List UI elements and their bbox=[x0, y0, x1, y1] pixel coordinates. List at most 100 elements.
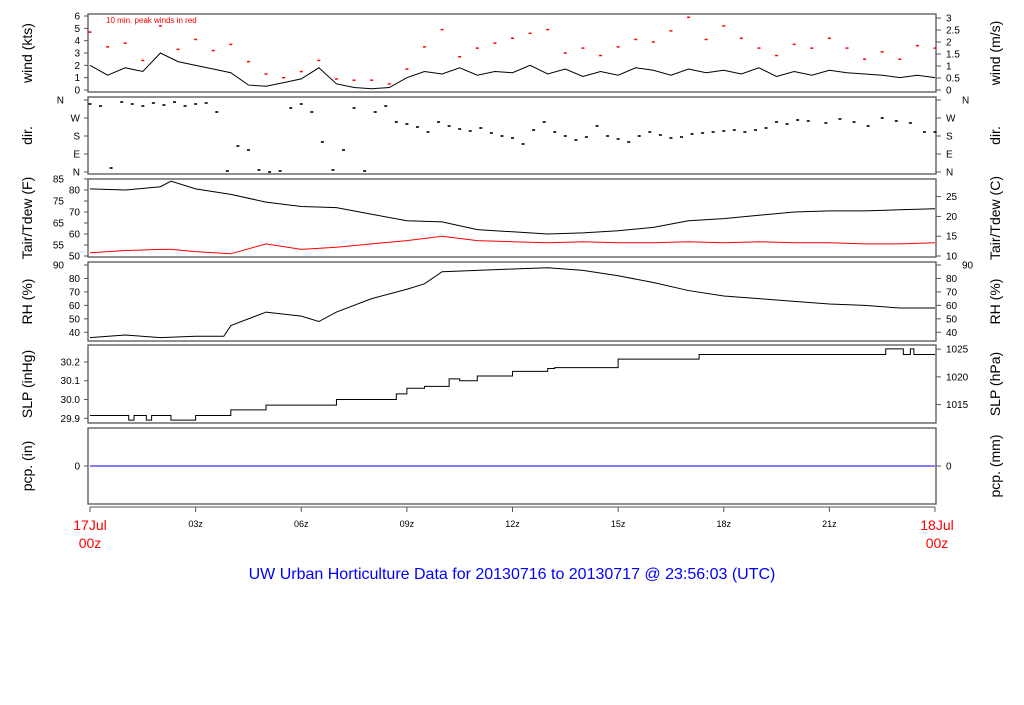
rh-ytick-right-label: 80 bbox=[946, 274, 958, 285]
slp-ylabel-right: SLP (hPa) bbox=[987, 352, 1003, 416]
temp-ytick-right-label: 25 bbox=[946, 192, 958, 203]
wind-peak-mark bbox=[581, 47, 585, 49]
dir-panel-frame bbox=[87, 96, 937, 175]
wind-panel-frame bbox=[87, 13, 937, 93]
x-tick-label: 18z bbox=[716, 519, 731, 529]
dir-point bbox=[458, 128, 462, 130]
wind-peak-mark bbox=[634, 38, 638, 41]
dir-point bbox=[310, 111, 314, 113]
temp-ytick-label: 55 bbox=[53, 241, 65, 252]
wind-peak-mark bbox=[458, 56, 462, 58]
wind-peak-mark bbox=[211, 49, 215, 52]
dir-point bbox=[384, 105, 388, 107]
pcp-ylabel: pcp. (in) bbox=[19, 441, 35, 492]
x-tick-label: 09z bbox=[400, 519, 415, 529]
dir-point bbox=[405, 123, 409, 125]
dir-point bbox=[289, 107, 293, 109]
wind-ytick-label: 0 bbox=[74, 86, 80, 97]
slp-ytick-right-label: 1025 bbox=[946, 345, 969, 356]
wind-peak-mark bbox=[511, 37, 514, 39]
dir-point bbox=[542, 121, 546, 123]
tair-line bbox=[89, 180, 936, 235]
dir-point bbox=[743, 131, 747, 133]
rh-ytick-label: 40 bbox=[69, 328, 81, 339]
wind-peak-mark bbox=[915, 44, 919, 47]
wind-peak-mark bbox=[299, 70, 303, 73]
wind-peak-mark bbox=[352, 79, 356, 81]
wind-ytick-label: 2 bbox=[74, 61, 80, 72]
temp-ytick-label: 80 bbox=[69, 186, 81, 197]
slp-ylabel: SLP (inHg) bbox=[19, 350, 35, 418]
rh-ytick-label: 50 bbox=[69, 314, 81, 325]
wind-annotation: 10 min. peak winds in red bbox=[106, 16, 197, 25]
dir-point bbox=[852, 121, 856, 123]
wind-peak-mark bbox=[317, 59, 321, 62]
rh-ytick-label: 60 bbox=[69, 301, 81, 312]
temp-ytick-right-label: 15 bbox=[946, 232, 958, 243]
dir-point bbox=[173, 101, 176, 103]
wind-peak-mark bbox=[739, 37, 743, 39]
wind-peak-mark bbox=[845, 47, 849, 49]
dir-point bbox=[595, 125, 599, 127]
wind-peak-mark bbox=[158, 25, 162, 27]
dir-point bbox=[99, 105, 103, 107]
dir-point bbox=[880, 117, 884, 119]
dir-ytick-right-label: S bbox=[946, 132, 953, 143]
temp-ytick-label: 60 bbox=[69, 230, 81, 241]
dir-ytick-label: S bbox=[73, 132, 80, 143]
wind-ylabel-right: wind (m/s) bbox=[987, 21, 1003, 87]
wind-speed-line bbox=[89, 52, 936, 90]
dir-point bbox=[933, 131, 937, 133]
wind-peak-mark bbox=[141, 59, 145, 62]
dir-point bbox=[732, 129, 736, 131]
wind-peak-mark bbox=[123, 42, 127, 44]
dir-point bbox=[437, 121, 441, 123]
dir-point bbox=[866, 125, 870, 127]
temp-ylabel-right: Tair/Tdew (C) bbox=[987, 176, 1003, 260]
dir-ytick-right-label: E bbox=[946, 150, 953, 161]
dir-point bbox=[922, 131, 926, 133]
dir-point bbox=[479, 127, 483, 129]
dir-point bbox=[680, 136, 683, 138]
dir-point bbox=[606, 135, 610, 137]
wind-ytick-right-label: 2.5 bbox=[946, 26, 960, 37]
x-start-label: 17Jul bbox=[73, 517, 106, 533]
rh-panel-frame bbox=[87, 261, 937, 342]
dir-ylabel-right: dir. bbox=[987, 126, 1003, 145]
temp-ytick-label: 65 bbox=[53, 219, 65, 230]
rh-ylabel: RH (%) bbox=[19, 279, 35, 325]
pcp-ytick-label: 0 bbox=[74, 462, 80, 473]
dir-ytick-right-label: N bbox=[946, 168, 953, 179]
dir-point bbox=[690, 133, 694, 135]
wind-peak-mark bbox=[880, 51, 884, 53]
wind-peak-mark bbox=[722, 25, 726, 27]
dir-point bbox=[320, 141, 324, 143]
dir-point bbox=[669, 137, 673, 139]
dir-point bbox=[824, 122, 828, 124]
rh-ytick-right-label: 70 bbox=[946, 287, 958, 298]
dir-point bbox=[88, 103, 92, 105]
dir-point bbox=[299, 103, 303, 105]
dir-point bbox=[521, 143, 525, 145]
dir-point bbox=[373, 111, 377, 113]
slp-ytick-label: 30.0 bbox=[61, 395, 81, 406]
dir-point bbox=[268, 171, 272, 173]
dir-point bbox=[426, 131, 430, 133]
dir-point bbox=[109, 167, 113, 169]
dir-point bbox=[194, 103, 198, 105]
dir-point bbox=[648, 131, 652, 133]
dir-point bbox=[511, 137, 514, 139]
dir-point bbox=[838, 118, 842, 120]
dir-point bbox=[764, 127, 768, 129]
rh-ytick-right-label: 40 bbox=[946, 328, 958, 339]
rh-ytick-right-label: 50 bbox=[946, 314, 958, 325]
dir-point bbox=[352, 107, 356, 109]
dir-ytick-label: N bbox=[73, 168, 80, 179]
pcp-ytick-right-label: 0 bbox=[946, 462, 952, 473]
slp-ytick-label: 30.1 bbox=[61, 376, 81, 387]
wind-peak-mark bbox=[246, 60, 250, 63]
temp-ylabel: Tair/Tdew (F) bbox=[19, 177, 35, 259]
wind-ytick-right-label: 3 bbox=[946, 14, 952, 25]
